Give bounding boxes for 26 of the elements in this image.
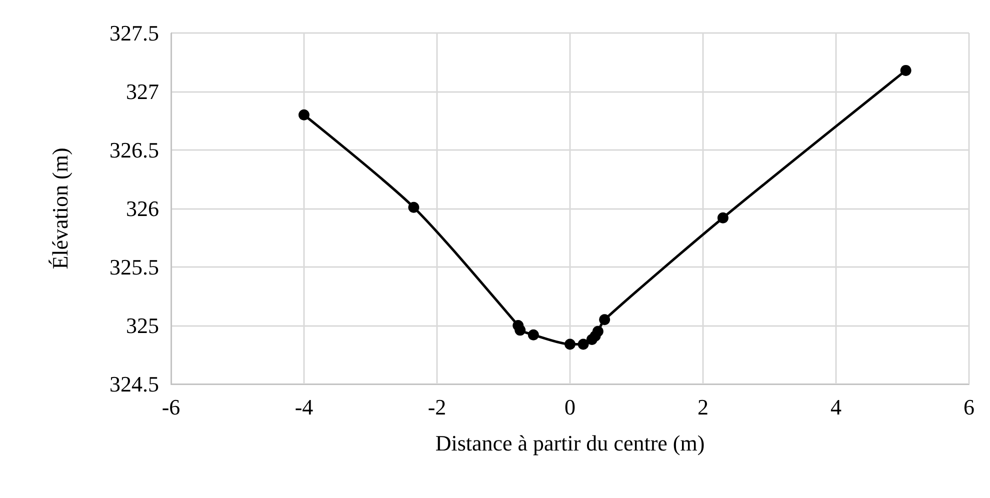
y-tick-label: 326 (126, 196, 159, 221)
point (578, 338, 589, 350)
point (717, 212, 728, 224)
point (514, 324, 526, 336)
point (592, 326, 604, 337)
y-tick-label: 325.5 (110, 254, 159, 280)
y-tick-label: 327 (126, 79, 159, 104)
y-tick-label: 325 (126, 313, 159, 338)
x-axis-title: Distance à partir du centre (m) (435, 430, 705, 456)
point (900, 64, 912, 76)
x-tick-label: 2 (698, 394, 708, 420)
x-tick-label: 4 (830, 394, 842, 420)
y-tick-label: 326.5 (110, 138, 159, 162)
point (599, 314, 610, 326)
y-tick-label: 327.5 (110, 20, 159, 46)
point (298, 109, 310, 120)
x-tick-label: -4 (294, 394, 314, 420)
point (528, 329, 539, 340)
x-tick-label: -2 (428, 394, 446, 420)
y-axis-title: Élévation (m) (48, 148, 72, 270)
x-tick-label: -6 (162, 394, 180, 420)
x-tick-label: 6 (964, 394, 974, 420)
x-tick-label: 0 (564, 394, 576, 420)
point (408, 202, 420, 213)
y-tick-label: 324.5 (110, 372, 159, 396)
point (564, 338, 576, 350)
